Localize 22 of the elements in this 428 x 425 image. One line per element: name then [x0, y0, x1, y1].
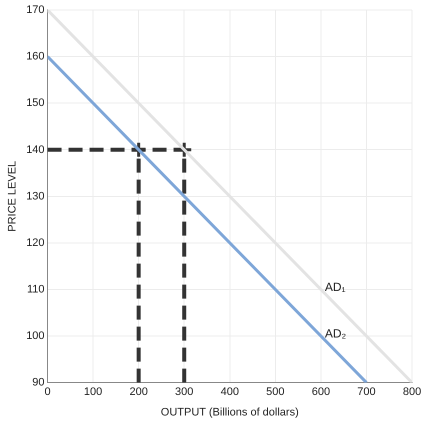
y-tick-label: 170: [26, 4, 45, 16]
x-tick-label: 600: [312, 386, 330, 398]
x-tick-label: 800: [402, 386, 422, 398]
x-tick-label: 500: [266, 386, 285, 398]
x-tick-label: 400: [220, 386, 239, 398]
x-tick-label: 200: [129, 386, 148, 398]
y-tick-label: 130: [26, 190, 45, 202]
x-axis-title: OUTPUT (Billions of dollars): [160, 406, 299, 418]
x-tick-label: 100: [84, 386, 102, 398]
x-tick-label: 0: [44, 386, 51, 398]
y-tick-label: 140: [26, 144, 45, 156]
y-tick-label: 100: [26, 330, 45, 342]
y-axis-title: PRICE LEVEL: [6, 160, 19, 232]
y-tick-label: 120: [26, 236, 45, 249]
y-tick-label: 160: [26, 50, 45, 63]
x-tick-label: 300: [175, 386, 194, 398]
x-tick-label: 700: [357, 386, 376, 398]
y-tick-label: 150: [26, 97, 45, 110]
series-label: AD₁: [324, 280, 346, 294]
series-label: AD₂: [324, 326, 347, 340]
y-tick-label: 90: [32, 376, 45, 389]
y-tick-label: 110: [27, 283, 45, 296]
